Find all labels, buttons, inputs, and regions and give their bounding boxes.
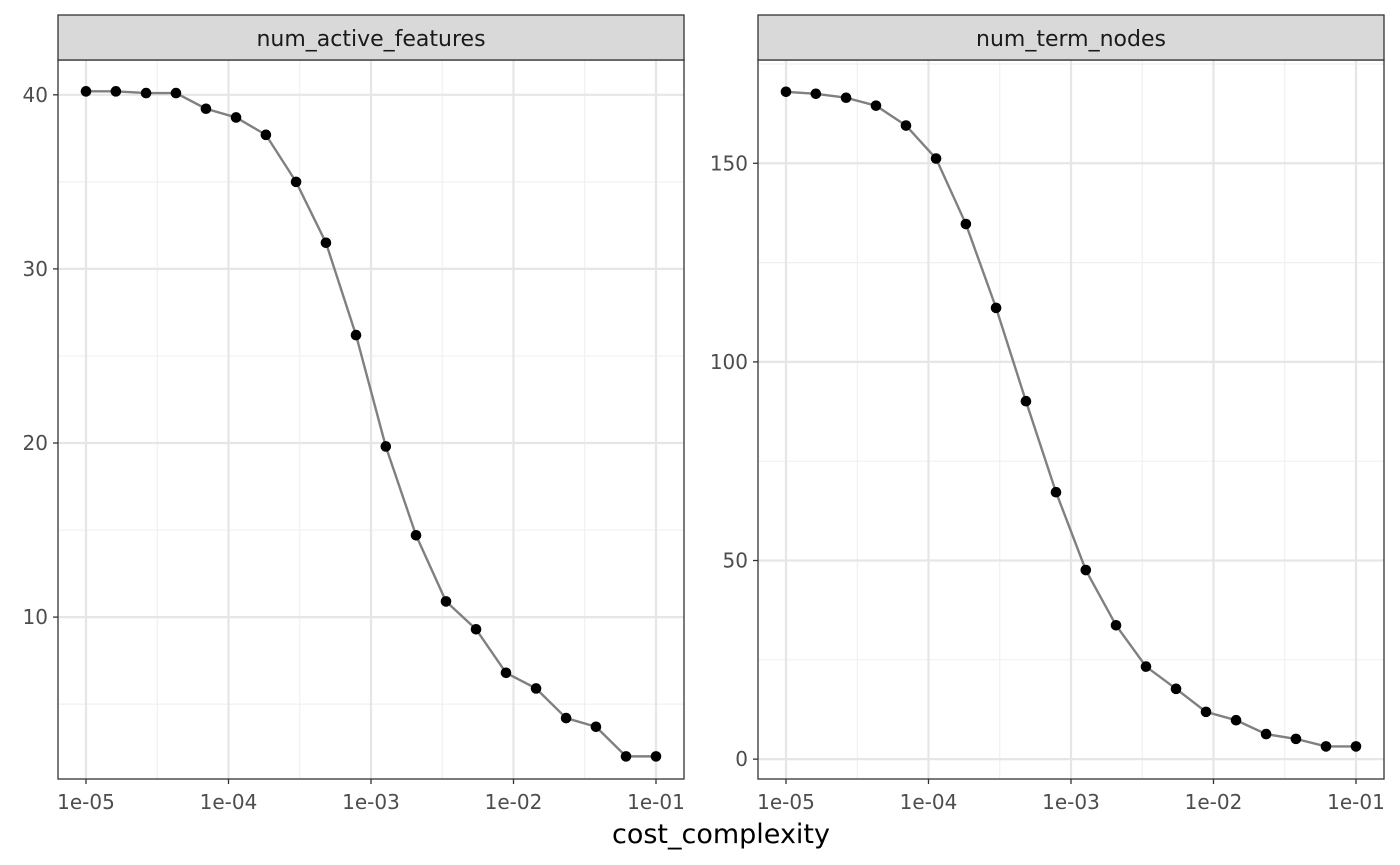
- facet-panels: num_active_features 10 20 30 40 1e-05 1e-04 1e-…: [23, 14, 1385, 814]
- facet-strip: [757, 14, 1385, 61]
- data-point: [960, 218, 972, 230]
- data-point: [840, 92, 852, 104]
- x-tick-label: 1e-04: [200, 790, 258, 814]
- data-point: [810, 88, 822, 100]
- y-tick-label: 100: [710, 350, 748, 374]
- data-point: [900, 120, 912, 131]
- facet-strip-label: num_active_features: [256, 27, 485, 52]
- data-point: [470, 623, 482, 635]
- data-point: [780, 86, 792, 98]
- y-tick-label: 10: [23, 605, 48, 629]
- y-tick-label: 50: [723, 549, 748, 573]
- data-point: [350, 329, 362, 341]
- x-tick-label: 1e-03: [1042, 790, 1100, 814]
- data-point: [1110, 619, 1122, 631]
- data-point: [650, 751, 662, 762]
- data-point: [380, 441, 392, 452]
- series-line: [86, 90, 656, 758]
- data-point: [260, 129, 272, 141]
- y-tick-label: 150: [710, 151, 748, 175]
- y-tick-label: 0: [735, 747, 748, 771]
- data-point: [440, 596, 452, 607]
- data-point: [1230, 714, 1242, 726]
- y-tick-label: 20: [23, 431, 48, 455]
- data-point: [110, 86, 122, 97]
- data-point: [1320, 741, 1332, 752]
- data-point: [200, 103, 212, 115]
- x-tick-label: 1e-02: [1185, 790, 1243, 814]
- data-point: [1290, 733, 1302, 745]
- x-tick-label: 1e-01: [627, 790, 685, 814]
- x-tick-label: 1e-02: [485, 790, 543, 814]
- data-point: [80, 86, 92, 97]
- data-point: [1080, 564, 1092, 576]
- data-point: [320, 237, 332, 249]
- data-point: [1050, 486, 1062, 498]
- data-point: [1020, 395, 1032, 407]
- data-point: [1140, 661, 1152, 672]
- data-point: [170, 87, 182, 99]
- facet-strip: [57, 14, 685, 61]
- data-point: [230, 112, 242, 123]
- facet-strip-label: num_term_nodes: [976, 27, 1166, 52]
- facet-panel-1: num_active_features 10 20 30 40 1e-05 1e-04 1e-…: [23, 14, 685, 814]
- series-line: [785, 90, 1356, 748]
- data-point: [1200, 706, 1212, 718]
- y-tick-label: 30: [23, 257, 48, 281]
- facet-panel-2: num_term_nodes 0 50 100 150 1e-05 1e-04 1e-03 1e…: [710, 14, 1385, 814]
- data-point: [560, 712, 572, 724]
- x-tick-label: 1e-01: [1327, 790, 1385, 814]
- x-tick-label: 1e-03: [342, 790, 400, 814]
- data-point: [990, 302, 1002, 314]
- data-point: [620, 751, 632, 762]
- data-point: [410, 529, 422, 541]
- data-point: [870, 100, 882, 111]
- data-point: [1260, 728, 1272, 740]
- data-point: [930, 153, 942, 164]
- x-tick-label: 1e-05: [57, 790, 115, 814]
- x-tick-label: 1e-04: [900, 790, 958, 814]
- data-point: [140, 87, 152, 99]
- data-point: [1350, 741, 1362, 752]
- data-point: [500, 667, 512, 679]
- x-tick-label: 1e-05: [757, 790, 815, 814]
- data-point: [590, 721, 602, 733]
- data-point: [290, 176, 302, 188]
- data-point: [530, 683, 542, 694]
- x-axis-title: cost_complexity: [612, 819, 830, 850]
- y-tick-label: 40: [23, 83, 48, 107]
- data-point: [1170, 683, 1182, 695]
